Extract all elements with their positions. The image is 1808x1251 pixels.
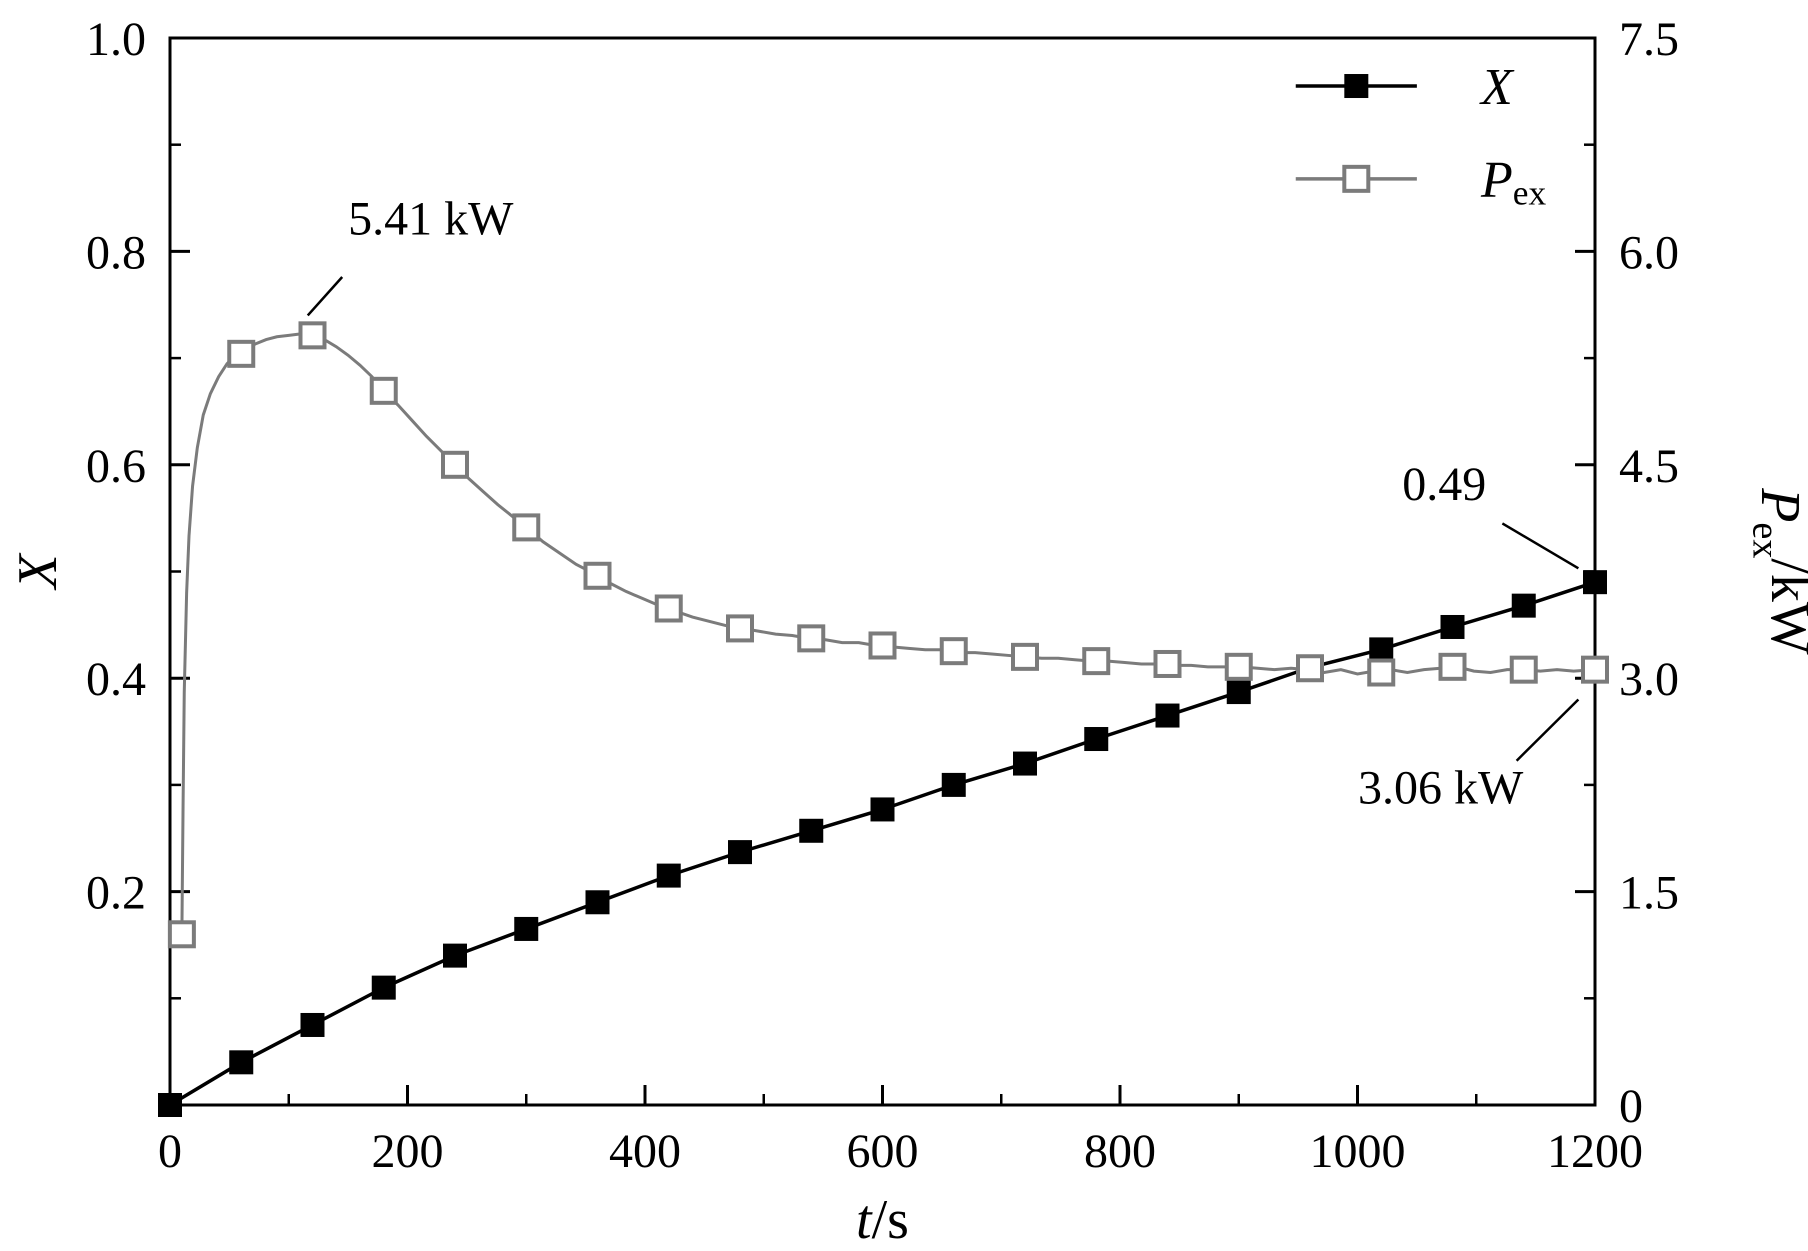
legend-marker-X	[1344, 74, 1369, 99]
y-right-tick-label: 1.5	[1619, 867, 1679, 920]
annotation-leader-2	[1515, 698, 1580, 762]
series-x-marker	[300, 1012, 325, 1037]
series-pex-marker	[227, 339, 256, 368]
series-x-marker	[1155, 703, 1180, 728]
series-pex-marker	[726, 614, 754, 643]
series-x-marker	[1013, 751, 1037, 776]
legend-marker-P	[1342, 164, 1371, 193]
series-x-marker	[656, 863, 681, 888]
annotation-leader-0	[306, 276, 344, 317]
series-x-marker	[1511, 593, 1536, 618]
x-axis-title: t/s	[856, 1189, 909, 1251]
series-pex-marker	[1367, 658, 1396, 687]
y-left-tick-label: 0.6	[86, 440, 146, 493]
x-tick-label: 1000	[1310, 1125, 1406, 1178]
series-pex-marker	[1224, 652, 1253, 681]
y-left-axis-title: X	[7, 552, 69, 591]
series-x-marker	[443, 943, 467, 968]
x-tick-label: 1200	[1547, 1125, 1643, 1178]
y-right-tick-label: 7.5	[1619, 13, 1679, 66]
series-x-marker	[870, 797, 895, 822]
series-x-marker	[585, 890, 610, 915]
series-pex-marker	[167, 920, 196, 949]
series-pex-marker	[1438, 652, 1467, 681]
y-left-tick-label: 1.0	[86, 13, 146, 66]
annotation-leader-1	[1501, 522, 1580, 570]
series-x-marker	[1226, 680, 1251, 705]
annotation-text-1: 0.49	[1402, 458, 1486, 511]
series-pex-marker	[868, 631, 897, 660]
series-pex-marker	[512, 513, 541, 542]
x-tick-label: 0	[158, 1125, 182, 1178]
series-pex-marker	[369, 376, 398, 405]
series-x-marker	[799, 818, 824, 843]
y-right-tick-label: 4.5	[1619, 440, 1679, 493]
y-right-tick-label: 3.0	[1619, 653, 1679, 706]
series-pex-marker	[441, 450, 469, 479]
series-pex-marker	[298, 321, 327, 350]
legend-label-X: X	[1479, 59, 1515, 116]
series-x-marker	[1440, 614, 1465, 639]
series-pex-marker	[1082, 647, 1111, 676]
y-right-axis-title: Pex/kW	[1745, 487, 1808, 655]
series-x-marker	[158, 1093, 182, 1117]
y-left-tick-label: 0.8	[86, 226, 146, 279]
series-x-marker	[1369, 637, 1394, 662]
series-pex-marker	[1296, 654, 1324, 683]
x-tick-label: 600	[847, 1125, 919, 1178]
x-tick-label: 400	[609, 1125, 681, 1178]
series-x-marker	[941, 772, 966, 797]
annotation-text-2: 3.06 kW	[1358, 761, 1524, 814]
series-pex-marker	[1581, 655, 1609, 684]
series-pex-marker	[1011, 642, 1039, 671]
series-pex-marker	[797, 624, 826, 653]
series-pex-marker	[583, 561, 612, 590]
y-right-tick-label: 6.0	[1619, 226, 1679, 279]
legend-label-P: Pex	[1480, 152, 1546, 213]
series-x-marker	[514, 916, 539, 941]
series-pex-marker	[939, 637, 968, 666]
y-left-tick-label: 0.2	[86, 867, 146, 920]
series-pex-marker	[1509, 655, 1538, 684]
y-left-tick-label: 0.4	[86, 653, 146, 706]
annotation-text-0: 5.41 kW	[348, 192, 514, 245]
x-tick-label: 200	[372, 1125, 444, 1178]
series-x-marker	[229, 1050, 254, 1075]
series-x-marker	[371, 975, 396, 1000]
series-pex-marker	[1153, 649, 1182, 678]
series-pex-marker	[654, 594, 683, 623]
x-tick-label: 800	[1084, 1125, 1156, 1178]
y-right-tick-label: 0	[1619, 1080, 1643, 1133]
series-x-marker	[728, 840, 752, 865]
series-x-marker	[1084, 727, 1109, 752]
series-x-marker	[1583, 570, 1607, 595]
